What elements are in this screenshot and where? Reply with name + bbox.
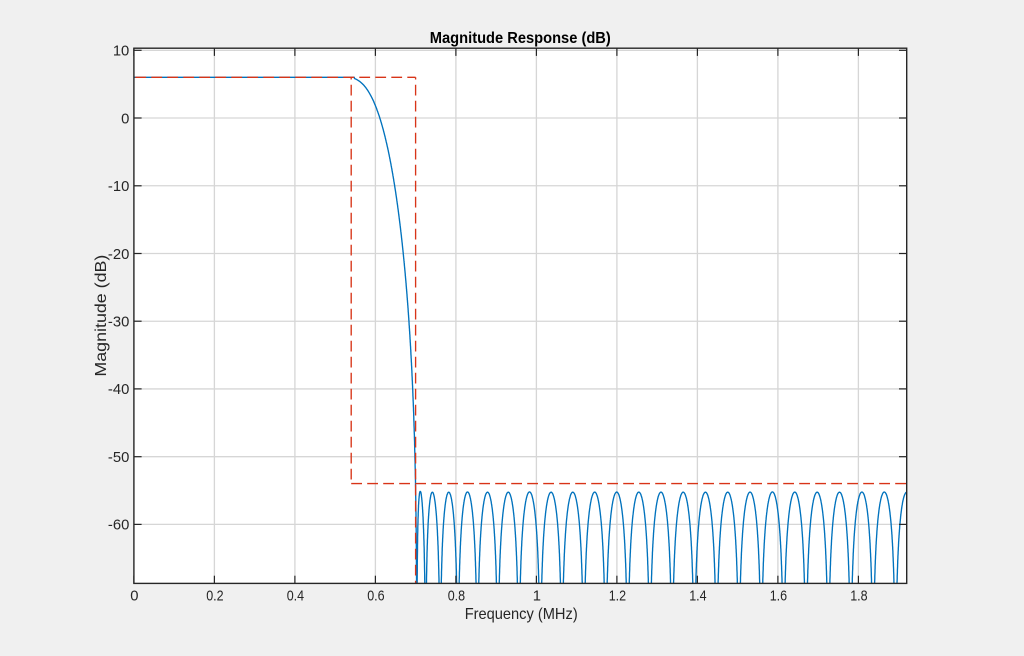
svg-text:-60: -60 [108,518,129,534]
svg-text:1.6: 1.6 [770,589,787,605]
svg-text:0.2: 0.2 [206,589,223,605]
svg-text:0.8: 0.8 [448,589,465,605]
svg-text:1.8: 1.8 [850,589,867,605]
svg-text:0.4: 0.4 [287,589,304,605]
svg-text:Frequency (MHz): Frequency (MHz) [465,606,578,623]
svg-text:-50: -50 [108,450,129,466]
svg-text:-20: -20 [108,247,129,263]
svg-text:1: 1 [533,589,541,605]
svg-text:1.4: 1.4 [689,589,706,605]
svg-text:10: 10 [113,44,129,60]
svg-text:-10: -10 [108,179,129,195]
svg-text:0: 0 [130,589,138,605]
svg-text:Magnitude (dB): Magnitude (dB) [93,255,110,377]
svg-text:1.2: 1.2 [609,589,626,605]
svg-text:-30: -30 [108,315,129,331]
svg-text:0.6: 0.6 [367,589,384,605]
svg-text:Magnitude Response (dB): Magnitude Response (dB) [430,30,611,47]
svg-text:0: 0 [121,111,129,127]
svg-text:-40: -40 [108,382,129,398]
